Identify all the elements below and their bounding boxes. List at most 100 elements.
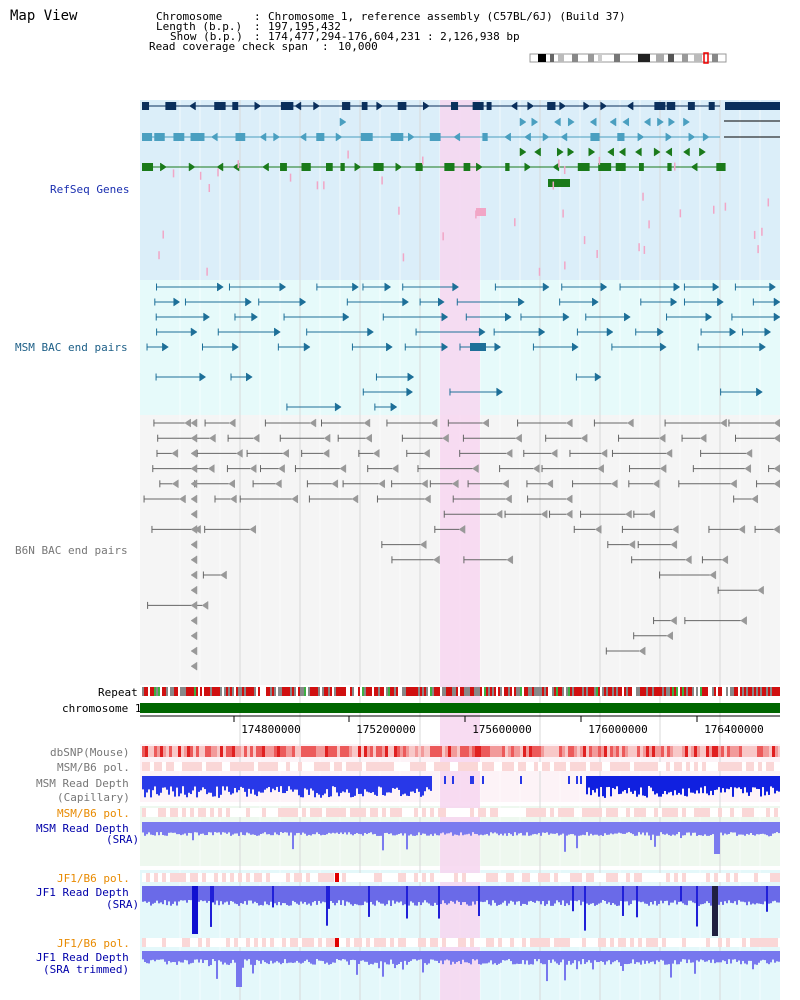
msm-b6-pol2-mark: [586, 808, 590, 817]
msm-capillary-depth-bar: [320, 776, 322, 798]
dbsnp-density: [160, 746, 163, 757]
dbsnp-density: [154, 746, 157, 757]
repeat-mark: [534, 687, 536, 696]
repeat-mark: [720, 687, 722, 696]
msm-b6-pol2-mark: [390, 808, 394, 817]
msm-sra-depth-bar: [756, 822, 758, 835]
jf1-trimmed-depth-bar: [272, 951, 274, 964]
jf1-b6-pol2-mark: [654, 938, 658, 947]
repeat-mark: [404, 687, 406, 696]
repeat-mark: [600, 687, 602, 696]
repeat-mark: [460, 687, 462, 696]
jf1-b6-pol2-mark: [154, 938, 158, 947]
msm-b6-pol-mark: [758, 762, 762, 771]
msm-sra-depth-bar: [350, 822, 352, 835]
repeat-mark: [532, 687, 534, 696]
refseq-pink-mark: [316, 181, 319, 190]
msm-sra-depth-bar: [190, 822, 192, 834]
jf1-sra-depth-bar: [312, 886, 314, 903]
jf1-sra-depth-bar: [160, 886, 162, 903]
jf1-b6-pol-mark: [382, 873, 386, 882]
jf1-sra-depth-bar: [152, 886, 154, 904]
refseq-pink-mark: [679, 209, 682, 218]
b6n-bac-arrow: [740, 616, 747, 626]
jf1-trimmed-depth-bar: [364, 951, 366, 962]
msm-b6-pol2-mark: [746, 808, 750, 817]
msm-sra-depth-bar: [266, 822, 268, 835]
b6n-bac-arrow: [540, 509, 548, 519]
msm-sra-depth-bar: [354, 822, 356, 834]
msm-b6-pol-mark: [494, 762, 498, 771]
repeat-mark: [508, 687, 510, 696]
msm-capillary-depth-bar: [674, 776, 676, 791]
jf1-sra-depth-bar: [640, 886, 642, 903]
refseq-pink-mark: [172, 169, 175, 178]
jf1-b6-pol2-mark: [686, 938, 690, 947]
jf1-b6-pol-mark: [330, 873, 334, 882]
repeat-mark: [696, 687, 698, 696]
msm-sra-depth-bar: [600, 822, 602, 836]
repeat-mark: [452, 687, 454, 696]
repeat-mark: [542, 687, 544, 696]
chromosome-info-sep: :: [254, 10, 261, 23]
msm-capillary-depth-bar: [198, 776, 200, 792]
repeat-mark: [160, 687, 162, 696]
msm-b6-pol2-mark: [774, 808, 778, 817]
genome-browser-plot[interactable]: 174800000 175200000 175600000 176000000 1764…: [140, 100, 780, 1000]
repeat-mark: [264, 687, 266, 696]
jf1-b6-pol-mark: [422, 873, 426, 882]
jf1-b6-pol-mark: [622, 873, 626, 882]
repeat-mark: [464, 687, 466, 696]
jf1-sra-depth-bar: [446, 886, 448, 905]
dbsnp-density: [550, 746, 553, 757]
jf1-b6-pol2-mark: [338, 938, 342, 947]
msm-capillary-depth-bar: [286, 776, 288, 792]
jf1-b6-pol2-mark: [406, 938, 410, 947]
jf1-b6-pol-mark: [610, 873, 614, 882]
jf1-trimmed-depth-bar: [726, 951, 728, 965]
msm-sra-depth-bar: [178, 822, 180, 835]
jf1-trimmed-depth-bar: [622, 951, 624, 971]
msm-capillary-depth-bar: [218, 776, 220, 798]
repeat-mark: [448, 687, 450, 696]
msm-sra-depth-bar: [224, 822, 226, 833]
jf1-trimmed-depth-bar: [278, 951, 280, 963]
jf1-trimmed-depth-bar: [538, 951, 540, 960]
jf1-sra-depth-bar: [608, 886, 610, 903]
repeat-mark: [430, 687, 432, 696]
jf1-sra-depth-bar: [456, 886, 458, 901]
msm-b6-pol-mark: [554, 762, 558, 771]
b6n-bac-arrow: [546, 479, 554, 489]
dbsnp-density: [301, 746, 304, 757]
jf1-sra-depth-bar: [298, 886, 300, 905]
msm-b6-pol2-mark: [618, 808, 622, 817]
msm-capillary-depth-bar: [228, 776, 230, 792]
msm-b6-pol-mark: [422, 762, 426, 771]
jf1-b6-pol2-mark: [750, 938, 754, 947]
msm-b6-pol2-mark: [518, 808, 522, 817]
repeat-mark: [664, 687, 666, 696]
jf1-b6-pol2-mark: [426, 938, 430, 947]
b6n-bac-arrow: [207, 464, 215, 474]
jf1-trimmed-depth-bar: [216, 951, 218, 979]
jf1-trimmed-depth-bar: [210, 951, 212, 965]
jf1-b6-pol-mark: [494, 873, 498, 882]
repeat-mark: [392, 687, 394, 696]
jf1-b6-pol-mark: [298, 873, 302, 882]
jf1-sra-depth-bar: [560, 886, 562, 905]
dbsnp-density: [694, 746, 697, 757]
msm-sra-depth-bar: [772, 822, 774, 834]
msm-capillary-depth-bar: [612, 776, 614, 789]
repeat-mark: [416, 687, 418, 696]
msm-b6-pol-mark: [526, 762, 530, 771]
jf1-sra-depth-bar: [546, 886, 548, 905]
msm-bac-arrow: [232, 342, 239, 352]
jf1-b6-pol2-mark: [734, 938, 738, 947]
jf1-trimmed-depth-bar: [676, 951, 678, 965]
msm-sra-depth-bar: [320, 822, 322, 836]
msm-capillary-depth-bar: [302, 776, 304, 798]
jf1-trimmed-depth-bar: [480, 951, 482, 965]
chromosome-ideogram[interactable]: [528, 52, 728, 64]
repeat-mark: [296, 687, 298, 696]
jf1-b6-pol-mark: [162, 873, 166, 882]
